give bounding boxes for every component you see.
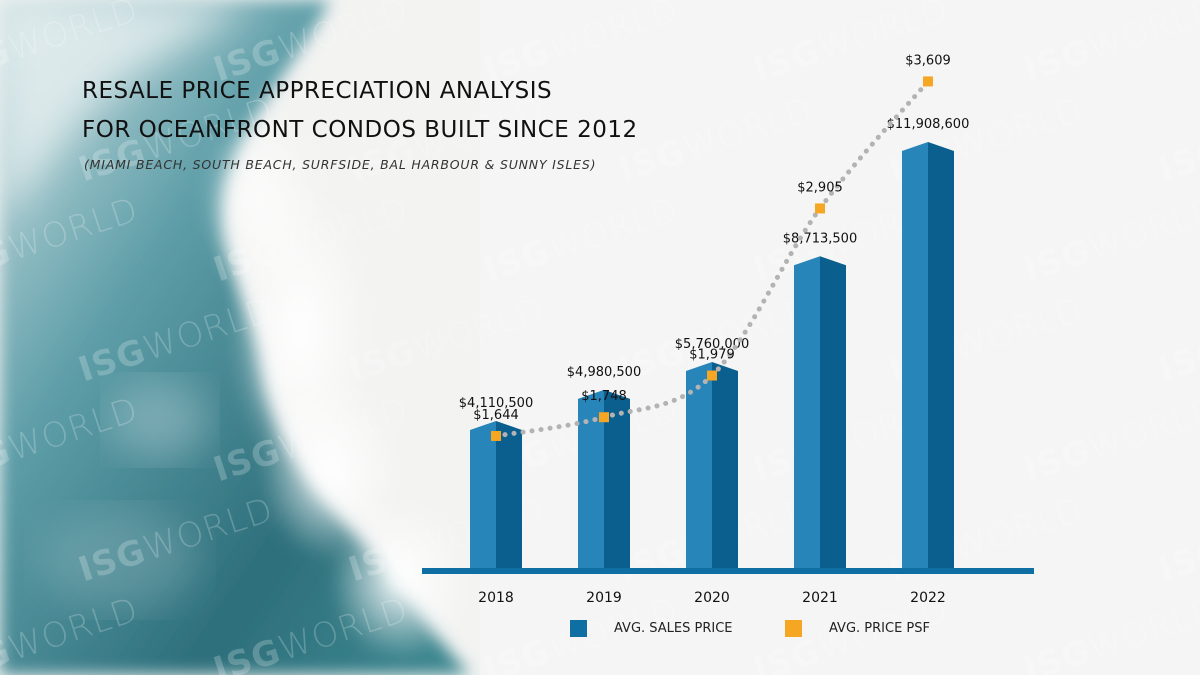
psf-value-label: $3,609 [905,53,951,68]
legend-swatch-price-psf [785,620,802,637]
legend-label-sales-price: AVG. SALES PRICE [614,621,733,636]
bar-sales-price-shade [604,389,630,568]
bar-sales-price [902,142,928,568]
psf-value-label: $1,644 [473,408,519,423]
bar-value-label: $8,713,500 [783,231,857,246]
price-chart: $4,110,500 2018 $4,980,500 2019 $5,760,000 20… [422,53,1034,606]
legend-item-price-psf: AVG. PRICE PSF [785,620,930,637]
bar-sales-price-shade [712,361,738,568]
x-tick-label: 2021 [802,590,838,606]
ocean-background [0,0,1200,675]
legend-item-sales-price: AVG. SALES PRICE [570,620,733,637]
x-tick-label: 2018 [478,590,514,606]
x-axis-baseline [422,568,1034,574]
psf-value-label: $1,979 [689,348,735,363]
bar-sales-price [686,361,712,568]
x-tick-label: 2020 [694,590,730,606]
legend-swatch-sales-price [570,620,587,637]
bar-value-label: $4,110,500 [459,396,533,411]
bar-sales-price-shade [820,256,846,568]
psf-marker [491,430,501,441]
bar-value-label: $11,908,600 [887,117,970,132]
psf-value-label: $2,905 [797,180,843,195]
psf-marker [707,370,717,381]
x-tick-label: 2022 [910,590,946,606]
bar-sales-price [578,389,604,568]
legend-label-price-psf: AVG. PRICE PSF [829,621,930,636]
psf-trend-line [493,78,931,439]
bar-sales-price-shade [496,420,522,568]
psf-value-label: $1,748 [581,389,627,404]
chart-subtitle: (MIAMI BEACH, SOUTH BEACH, SURFSIDE, BAL… [84,157,597,172]
bar-sales-price [470,420,496,568]
bar-value-label: $4,980,500 [567,365,641,380]
psf-marker [599,412,609,423]
psf-marker [923,76,933,87]
psf-marker [815,203,825,214]
chart-title-line-2: FOR OCEANFRONT CONDOS BUILT SINCE 2012 [82,117,638,143]
bar-sales-price-shade [928,142,954,568]
bar-sales-price [794,256,820,568]
bar-value-label: $5,760,000 [675,337,749,352]
chart-title-line-1: RESALE PRICE APPRECIATION ANALYSIS [82,78,553,104]
x-tick-label: 2019 [586,590,622,606]
